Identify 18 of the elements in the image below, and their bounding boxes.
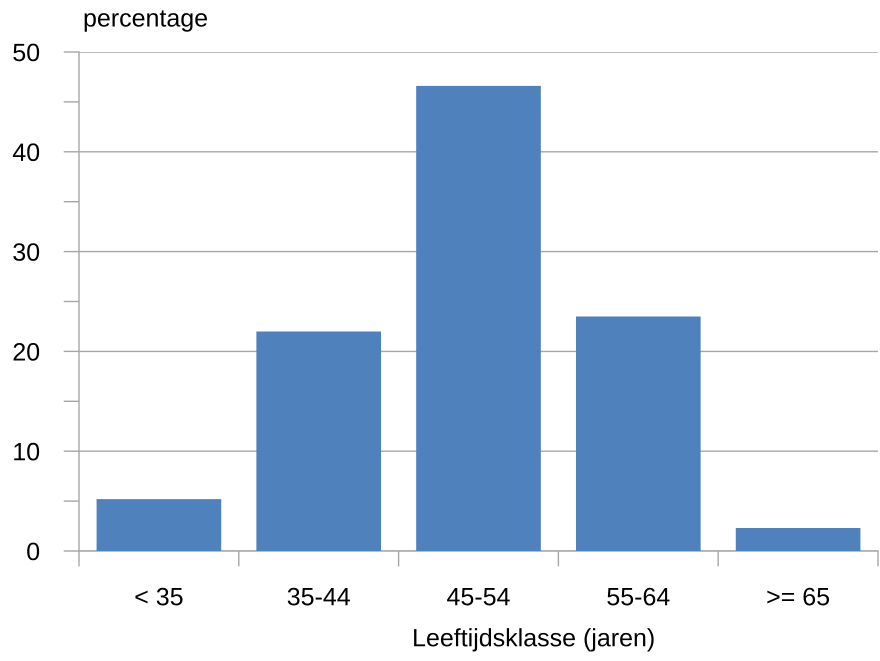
x-tick-label: < 35 xyxy=(135,588,183,606)
x-axis-title: Leeftijdsklasse (jaren) xyxy=(414,628,654,652)
x-tick-label: 55-64 xyxy=(607,588,670,606)
bar xyxy=(576,316,701,551)
y-tick-label: 40 xyxy=(12,143,40,162)
x-tick-label: 45-54 xyxy=(447,588,510,606)
bar xyxy=(256,331,382,551)
x-tick-label: 35-44 xyxy=(288,588,350,606)
y-tick-label: 50 xyxy=(13,44,40,62)
bar xyxy=(96,499,222,551)
bar xyxy=(736,528,860,551)
y-tick-label: 30 xyxy=(13,243,40,261)
y-tick-label: 20 xyxy=(14,343,40,361)
bar xyxy=(416,86,541,551)
y-tick-label: 10 xyxy=(14,442,40,461)
x-tick-label: >= 65 xyxy=(767,588,830,606)
y-tick-label: 0 xyxy=(27,542,40,560)
y-axis-title: percentage xyxy=(84,10,207,32)
